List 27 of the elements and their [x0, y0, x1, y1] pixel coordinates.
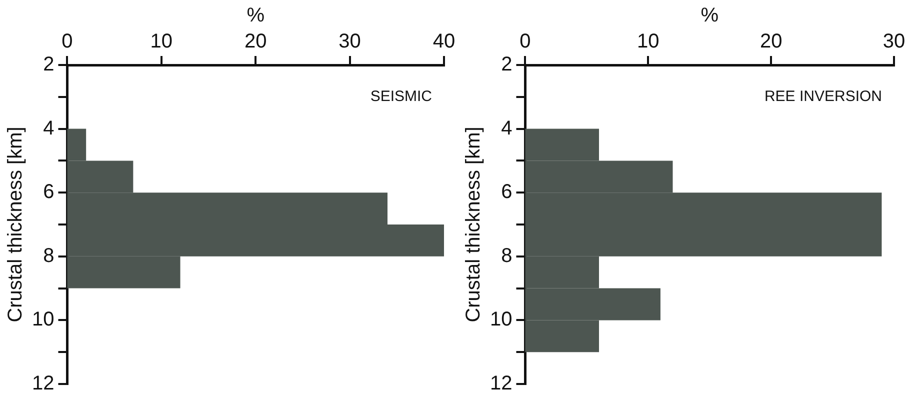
y-tick-label: 12 — [490, 372, 512, 395]
y-tick-label: 2 — [501, 54, 512, 76]
x-tick-label: 0 — [520, 30, 531, 53]
x-tick-label: 30 — [882, 30, 906, 53]
y-tick-label: 8 — [501, 244, 512, 267]
y-tick-label: 12 — [32, 372, 54, 395]
x-tick-label: 20 — [244, 30, 267, 53]
y-tick-label: 4 — [501, 117, 512, 140]
y-tick-label: 4 — [43, 117, 54, 140]
x-tick-label: 10 — [150, 30, 173, 53]
y-tick-label: 8 — [43, 244, 54, 267]
y-tick-label: 6 — [43, 181, 54, 204]
x-tick-label: 30 — [338, 30, 361, 53]
annotation: REE INVERSION — [764, 88, 882, 106]
x-tick-label: 20 — [760, 30, 782, 53]
y-tick-label: 10 — [32, 308, 54, 331]
x-axis-title: % — [246, 4, 265, 27]
y-tick-label: 2 — [43, 54, 54, 76]
x-tick-label: 0 — [62, 30, 73, 53]
annotation: SEISMIC — [370, 88, 432, 106]
x-tick-label: 40 — [432, 30, 456, 53]
y-axis-title: Crustal thickness [km] — [462, 126, 485, 322]
y-axis-title: Crustal thickness [km] — [4, 126, 27, 322]
y-tick-label: 10 — [490, 308, 512, 331]
x-tick-label: 10 — [637, 30, 660, 53]
x-axis-title: % — [700, 4, 719, 27]
y-tick-label: 6 — [501, 181, 512, 204]
